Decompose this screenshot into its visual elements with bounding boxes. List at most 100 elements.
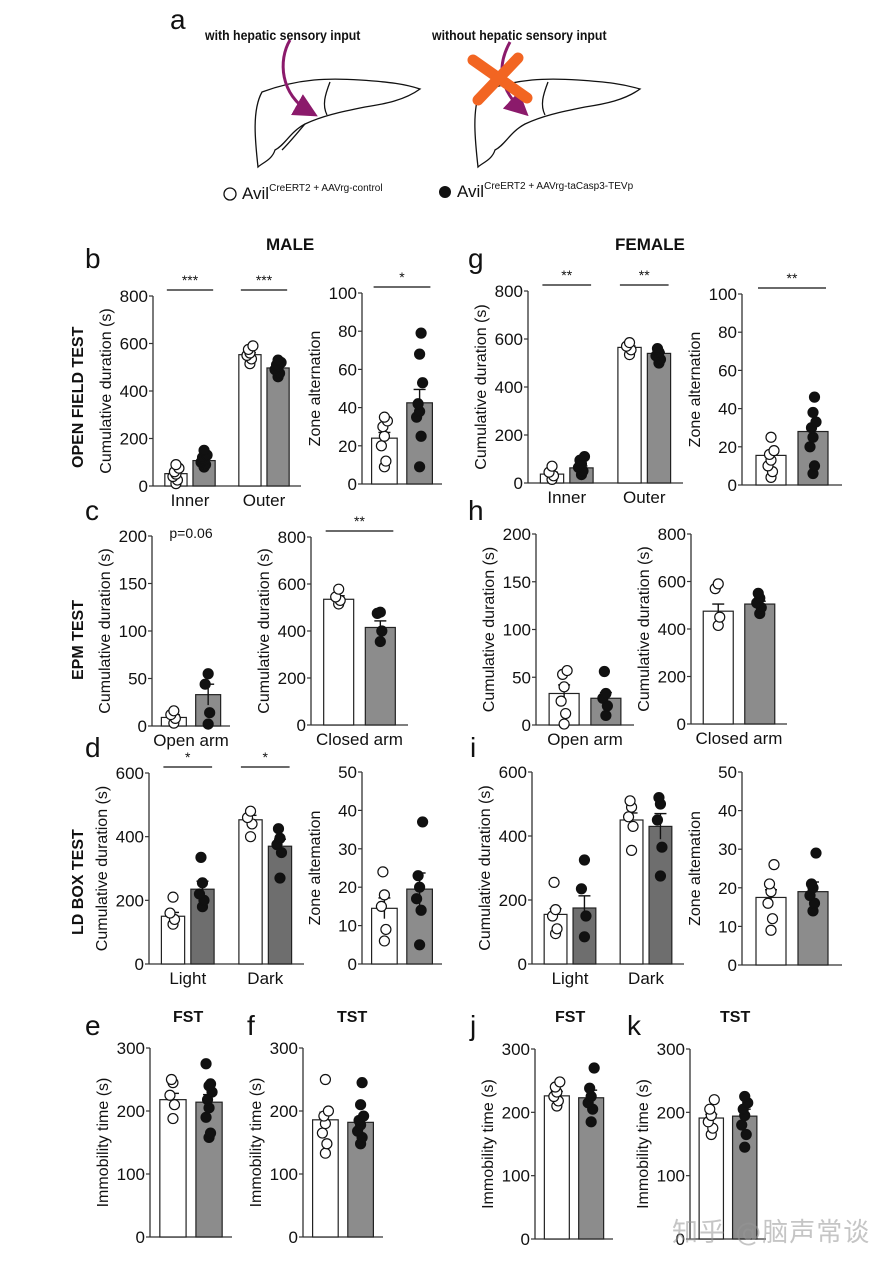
- data-point-control: [168, 1099, 181, 1111]
- bar-taCasp3: [744, 603, 776, 725]
- data-point-control: [765, 924, 777, 936]
- data-point-treated: [274, 832, 286, 844]
- y-tick-label: 100: [709, 285, 737, 304]
- y-axis-label: Immobility time (s): [248, 1078, 265, 1208]
- y-tick-label: 0: [138, 717, 147, 736]
- x-category-label: Open arm: [547, 730, 623, 749]
- data-point-treated: [805, 878, 818, 890]
- data-point-treated: [415, 327, 427, 339]
- chart-i2: 0 10 20 30 40 50 Zone altemation: [687, 763, 842, 975]
- data-point-control: [768, 445, 780, 457]
- data-point-control: [322, 1105, 334, 1117]
- data-point-treated: [200, 1111, 212, 1123]
- male-title: MALE: [266, 235, 315, 254]
- data-point-control: [561, 664, 573, 677]
- sensory-arrow-left: [281, 39, 318, 117]
- data-point-control: [375, 440, 387, 452]
- y-tick-label: 40: [338, 399, 357, 418]
- chart-h2: 0 200 400 600 800 Cumulative duration (s) Clos…: [636, 525, 787, 748]
- y-tick-label: 0: [728, 956, 737, 975]
- data-point-treated: [417, 377, 429, 389]
- data-point-control: [165, 1073, 178, 1086]
- panel-letter-h: h: [468, 495, 484, 526]
- y-tick-label: 300: [502, 1040, 530, 1059]
- data-point-control: [333, 583, 345, 595]
- panel-letter-c: c: [85, 495, 99, 526]
- y-tick-label: 800: [120, 287, 148, 306]
- y-tick-label: 150: [503, 573, 531, 592]
- data-point-control: [380, 455, 392, 467]
- bar-control: [543, 1095, 570, 1240]
- panel-letter-f: f: [247, 1010, 255, 1041]
- y-tick-label: 20: [338, 878, 357, 897]
- y-tick-label: 200: [120, 430, 148, 449]
- y-axis-label: Cumulative duration (s): [481, 547, 498, 712]
- bar-taCasp3: [195, 1101, 223, 1238]
- y-axis-label: Cumulative duration (s): [477, 785, 494, 950]
- data-point-control: [625, 844, 638, 857]
- data-point-treated: [374, 635, 386, 648]
- data-point-treated: [414, 461, 426, 473]
- data-point-control: [551, 923, 563, 935]
- significance-label: *: [399, 269, 405, 285]
- data-point-treated: [739, 1141, 751, 1153]
- data-point-treated: [752, 587, 764, 599]
- data-point-control: [558, 718, 570, 730]
- data-point-treated: [588, 1062, 600, 1074]
- data-point-treated: [204, 1078, 217, 1090]
- y-axis-label: Cumulative duration (s): [473, 304, 490, 469]
- y-tick-label: 20: [338, 437, 357, 456]
- y-tick-label: 0: [677, 715, 686, 734]
- y-axis-label: Cumulative duration (s): [97, 548, 114, 713]
- data-point-treated: [656, 841, 668, 853]
- panel-letter-a: a: [170, 4, 186, 35]
- data-point-control: [380, 923, 392, 936]
- data-point-treated: [807, 406, 819, 419]
- x-category-label: Closed arm: [316, 730, 403, 749]
- y-tick-label: 600: [495, 330, 523, 349]
- y-tick-label: 0: [348, 475, 357, 494]
- data-point-control: [622, 811, 635, 823]
- y-tick-label: 600: [116, 764, 144, 783]
- y-tick-label: 200: [270, 1102, 298, 1121]
- legend-open-circle-icon: [223, 187, 237, 201]
- chart-c2: 0 200 400 600 800 Cumulative duration (s) Clos…: [256, 513, 408, 749]
- data-point-treated: [198, 444, 210, 456]
- bar-taCasp3: [266, 367, 290, 487]
- y-tick-label: 800: [495, 282, 523, 301]
- data-point-treated: [417, 816, 429, 828]
- y-tick-label: 200: [117, 1102, 145, 1121]
- y-tick-label: 80: [718, 323, 737, 342]
- x-category-label: Dark: [628, 969, 664, 988]
- data-point-treated: [651, 814, 664, 826]
- y-tick-label: 0: [522, 716, 531, 735]
- y-tick-label: 150: [119, 575, 147, 594]
- y-tick-label: 600: [499, 763, 527, 782]
- y-axis-label: Zone alternation: [687, 332, 704, 448]
- chart-g2: 0 20 40 60 80 100 Zone alternation **: [687, 270, 842, 495]
- y-tick-label: 200: [658, 668, 686, 687]
- data-point-control: [623, 337, 636, 349]
- data-point-control: [378, 935, 390, 947]
- data-point-control: [378, 430, 390, 442]
- y-tick-label: 100: [502, 1167, 530, 1186]
- data-point-treated: [202, 718, 214, 730]
- y-tick-label: 50: [718, 763, 737, 782]
- chart-title: FST: [555, 1009, 585, 1026]
- chart-title: FST: [173, 1009, 203, 1026]
- data-point-treated: [810, 416, 822, 428]
- y-axis-label: Immobility time (s): [95, 1078, 112, 1208]
- y-tick-label: 300: [117, 1039, 145, 1058]
- data-point-treated: [376, 625, 388, 637]
- y-tick-label: 50: [512, 668, 531, 687]
- significance-label: *: [185, 749, 191, 765]
- data-point-treated: [810, 847, 822, 859]
- data-point-control: [768, 859, 780, 871]
- data-point-treated: [804, 441, 816, 453]
- y-tick-label: 200: [502, 1103, 530, 1122]
- data-point-treated: [578, 854, 591, 866]
- panel-letter-j: j: [470, 1010, 477, 1041]
- caption-with-input: with hepatic sensory input: [205, 27, 361, 43]
- y-axis-label: Cumulative duration (s): [98, 308, 115, 473]
- data-point-treated: [808, 391, 821, 403]
